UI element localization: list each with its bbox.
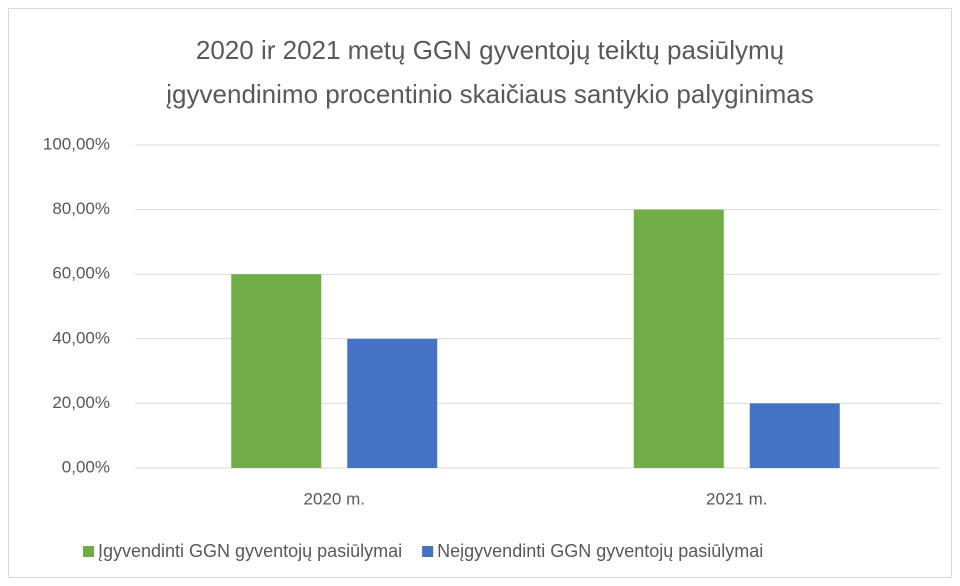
- bar: [749, 403, 840, 468]
- chart-border: [8, 8, 952, 578]
- y-tick-label: 100,00%: [43, 134, 110, 153]
- chart-title: įgyvendinimo procentinio skaičiaus santy…: [166, 79, 813, 109]
- legend-swatch: [83, 546, 94, 557]
- bar: [633, 209, 724, 468]
- y-tick-label: 0,00%: [62, 457, 110, 476]
- legend-label: Neįgyvendinti GGN gyventojų pasiūlymai: [437, 541, 763, 561]
- y-tick-label: 80,00%: [52, 199, 110, 218]
- x-tick-label: 2020 m.: [304, 489, 365, 508]
- bar: [231, 274, 322, 468]
- bar: [347, 338, 438, 468]
- y-tick-label: 20,00%: [52, 393, 110, 412]
- y-tick-label: 40,00%: [52, 328, 110, 347]
- y-tick-label: 60,00%: [52, 264, 110, 283]
- legend-label: Įgyvendinti GGN gyventojų pasiūlymai: [98, 541, 402, 561]
- x-tick-label: 2021 m.: [706, 489, 767, 508]
- chart-title: 2020 ir 2021 metų GGN gyventojų teiktų p…: [196, 35, 784, 65]
- legend-swatch: [422, 546, 434, 557]
